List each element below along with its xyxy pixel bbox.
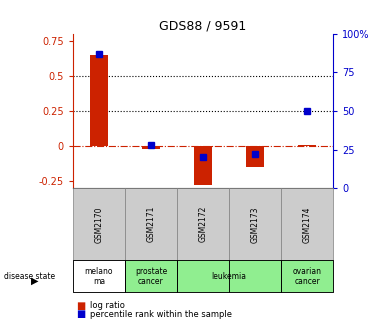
Bar	[142, 146, 160, 149]
Text: ■: ■	[77, 309, 86, 319]
Text: GSM2174: GSM2174	[303, 206, 312, 243]
Text: melano
ma: melano ma	[85, 267, 113, 286]
Text: percentile rank within the sample: percentile rank within the sample	[90, 310, 232, 319]
Bar	[246, 146, 264, 167]
Text: GSM2171: GSM2171	[146, 206, 155, 243]
Text: GSM2170: GSM2170	[94, 206, 103, 243]
Text: GSM2172: GSM2172	[198, 206, 208, 243]
Text: ovarian
cancer: ovarian cancer	[293, 267, 322, 286]
Text: prostate
cancer: prostate cancer	[135, 267, 167, 286]
Text: log ratio: log ratio	[90, 301, 125, 310]
Text: ▶: ▶	[31, 276, 38, 286]
Text: leukemia: leukemia	[211, 272, 247, 281]
Title: GDS88 / 9591: GDS88 / 9591	[159, 19, 247, 33]
Text: GSM2173: GSM2173	[250, 206, 260, 243]
Bar	[194, 146, 212, 185]
Text: ■: ■	[77, 301, 86, 311]
Bar	[90, 55, 108, 146]
Bar	[298, 144, 316, 146]
Text: disease state: disease state	[4, 272, 55, 281]
